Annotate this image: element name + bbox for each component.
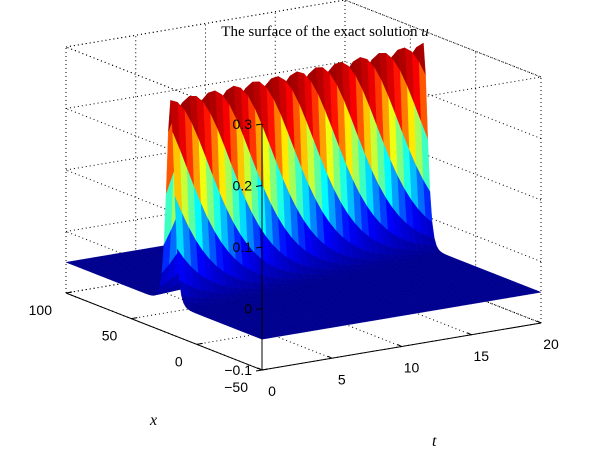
z-tick-mark — [255, 246, 263, 249]
x-axis-label: x — [149, 412, 157, 429]
t-axis-ticks: 0 5 10 15 20 — [257, 320, 559, 399]
t-tick-label: 15 — [473, 348, 489, 364]
t-tick-mark — [257, 367, 263, 371]
surface-mesh — [65, 42, 542, 340]
x-tick-mark — [261, 368, 269, 371]
x-tick-label: 100 — [29, 302, 53, 318]
z-tick-mark — [255, 369, 263, 372]
z-tick-mark — [255, 308, 263, 310]
t-tick-label: 0 — [268, 383, 276, 399]
z-tick-label: −0.1 — [224, 362, 252, 378]
z-tick-mark — [255, 185, 263, 187]
axis-line — [65, 292, 263, 371]
t-tick-mark — [467, 332, 472, 336]
x-tick-mark — [131, 317, 138, 320]
chart-title: The surface of the exact solution u — [221, 24, 428, 40]
z-axis-ticks: −0.1 0 0.1 0.2 0.3 — [224, 116, 263, 378]
t-tick-label: 5 — [338, 371, 346, 387]
t-tick-mark — [397, 344, 402, 347]
z-tick-label: 0.1 — [233, 239, 253, 255]
x-axis-ticks: −50 0 50 100 — [29, 291, 269, 395]
z-tick-mark — [255, 123, 263, 126]
t-tick-mark — [327, 355, 332, 359]
x-tick-mark — [196, 342, 203, 345]
z-tick-label: 0 — [244, 301, 252, 317]
t-tick-label: 20 — [543, 336, 559, 352]
x-tick-label: 0 — [175, 353, 183, 369]
t-tick-label: 10 — [404, 360, 420, 376]
z-tick-label: 0.3 — [233, 116, 253, 132]
x-tick-mark — [65, 291, 73, 294]
z-tick-label: 0.2 — [233, 178, 253, 194]
t-tick-mark — [536, 320, 542, 324]
x-tick-label: −50 — [224, 379, 248, 395]
t-axis-label: t — [432, 433, 437, 450]
x-tick-label: 50 — [102, 328, 118, 344]
